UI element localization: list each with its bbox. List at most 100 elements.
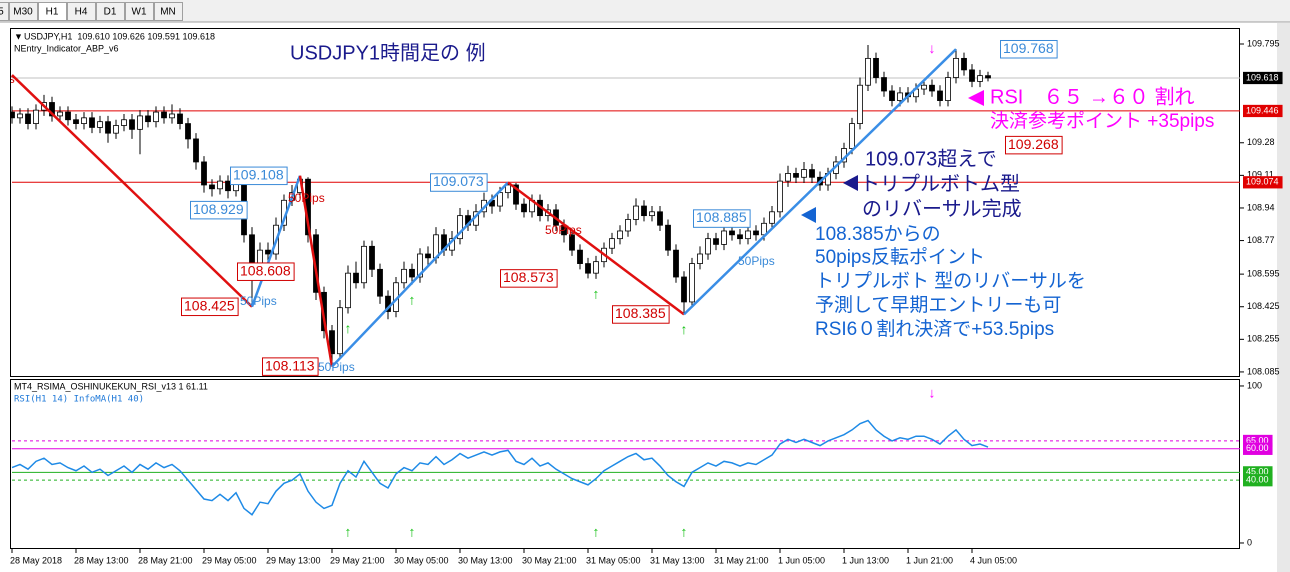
x-tick-label: 1 Jun 13:00 — [842, 555, 889, 565]
buy-arrow: ↑ — [345, 320, 352, 336]
buy-arrow: ↑ — [345, 524, 352, 540]
tab-label[interactable]: D1 — [104, 7, 117, 18]
price-label-box — [500, 269, 558, 288]
annotation: トリプルボト 型のリバーサルを — [815, 270, 1086, 292]
candle-body — [857, 84, 863, 124]
pointer-triangle — [843, 175, 858, 191]
candle-body — [697, 253, 703, 264]
tab-label[interactable]: M30 — [13, 7, 33, 18]
candle-body — [625, 219, 631, 232]
y-tick-label: 100 — [1247, 380, 1262, 390]
candle-body — [593, 261, 599, 274]
annotation: 予測して早期エントリーも可 — [815, 294, 1061, 316]
candle-body — [329, 330, 335, 355]
candle-body — [337, 307, 343, 355]
y-tick-label: 108.085 — [1247, 366, 1280, 376]
tab[interactable] — [67, 2, 96, 21]
candle-body — [401, 268, 407, 284]
price-label: 109.108 — [233, 166, 284, 182]
rsi-panel-frame — [10, 379, 1240, 549]
candle-body — [849, 123, 855, 149]
candle-body — [873, 57, 879, 78]
collapse-icon[interactable]: ▼ — [14, 31, 23, 41]
tab[interactable] — [38, 2, 67, 21]
x-tick-label: 1 Jun 05:00 — [778, 555, 825, 565]
pointer-triangle — [968, 90, 984, 106]
buy-arrow: ↑ — [409, 524, 416, 540]
candle-body — [897, 92, 903, 101]
candle-body — [417, 253, 423, 278]
tab[interactable] — [0, 2, 9, 21]
y-tick-label: 109.795 — [1247, 38, 1280, 48]
chart-title: USDJPY1時間足の 例 — [290, 41, 486, 64]
indicator-name: NEntry_Indicator_ABP_v6 — [14, 43, 119, 53]
tab-label[interactable]: H4 — [75, 7, 88, 18]
candle-body — [73, 119, 79, 124]
level-label-box — [1243, 71, 1283, 85]
candle-body — [345, 272, 351, 309]
tab[interactable] — [154, 2, 183, 21]
pips-label: 50Pips — [545, 223, 582, 237]
x-tick-label: 29 May 21:00 — [330, 555, 385, 565]
y-tick-label: 108.595 — [1247, 269, 1280, 279]
rsi-plot: ↑ ↑ ↑ ↑ ↓ — [11, 385, 1240, 540]
price-label-box — [430, 173, 488, 192]
annotation: のリバーサル完成 — [862, 197, 1022, 220]
scrollbar[interactable] — [1277, 23, 1290, 572]
price-plot: 109.108 108.929 109.073 108.885 109.768 108.4… — [11, 40, 1240, 376]
zigzag-line — [11, 74, 253, 308]
annotation: RSI6０割れ決済で+53.5pips — [815, 318, 1054, 340]
pips-label: 50Pips — [738, 254, 775, 268]
pointer-triangle — [801, 207, 816, 223]
price-label-box — [230, 166, 288, 186]
level-label: 109.618 — [1246, 72, 1279, 82]
x-tick-label: 31 May 21:00 — [714, 555, 769, 565]
candle-body — [881, 77, 887, 92]
candle-body — [665, 224, 671, 251]
tab-label[interactable]: M15 — [0, 7, 4, 18]
annotation: トリプルボトム型 — [860, 172, 1020, 195]
candle-body — [689, 263, 695, 303]
level-label-box — [1243, 104, 1283, 118]
price-label-box — [190, 200, 248, 220]
candle-body — [937, 90, 943, 101]
rsi-level-label: 60.00 — [1246, 443, 1269, 453]
candle-body — [801, 169, 807, 178]
zigzag-line — [331, 181, 509, 368]
x-tick-label: 30 May 21:00 — [522, 555, 577, 565]
x-tick-label: 29 May 05:00 — [202, 555, 257, 565]
y-tick-label: 109.28 — [1247, 137, 1275, 147]
price-label-box — [1005, 135, 1063, 155]
tab[interactable] — [125, 2, 154, 21]
zigzag-line — [298, 175, 334, 367]
candle-body — [521, 203, 527, 213]
price-label-box — [612, 305, 670, 324]
candle-body — [585, 263, 591, 274]
tab-label[interactable]: H1 — [46, 7, 59, 18]
overlay: 108.085 108.255 108.425 108.595 108.77 108.94… — [10, 38, 1283, 565]
tab[interactable] — [9, 2, 38, 21]
x-tick-label: 30 May 13:00 — [458, 555, 513, 565]
candle-body — [409, 268, 415, 278]
candle-body — [81, 117, 87, 124]
candle-body — [457, 215, 463, 240]
candle-body — [265, 249, 271, 255]
tab-label[interactable]: MN — [160, 7, 176, 18]
candle-body — [657, 211, 663, 226]
buy-arrow: ↑ — [593, 524, 600, 540]
candle-body — [217, 180, 223, 190]
rsi-line — [11, 419, 989, 516]
candle-body — [609, 238, 615, 249]
x-tick-label: 28 May 13:00 — [74, 555, 129, 565]
candle-body — [569, 234, 575, 251]
rsi-level-label: 65.00 — [1246, 435, 1269, 445]
y-tick-label: 108.255 — [1247, 334, 1280, 344]
candle-body — [113, 125, 119, 134]
tab-label[interactable]: W1 — [132, 7, 147, 18]
candle-body — [617, 230, 623, 240]
candle-body — [425, 253, 431, 259]
tab[interactable] — [96, 2, 125, 21]
rsi-level-label: 40.00 — [1246, 475, 1269, 485]
candle-body — [497, 192, 503, 207]
candle-body — [809, 169, 815, 178]
